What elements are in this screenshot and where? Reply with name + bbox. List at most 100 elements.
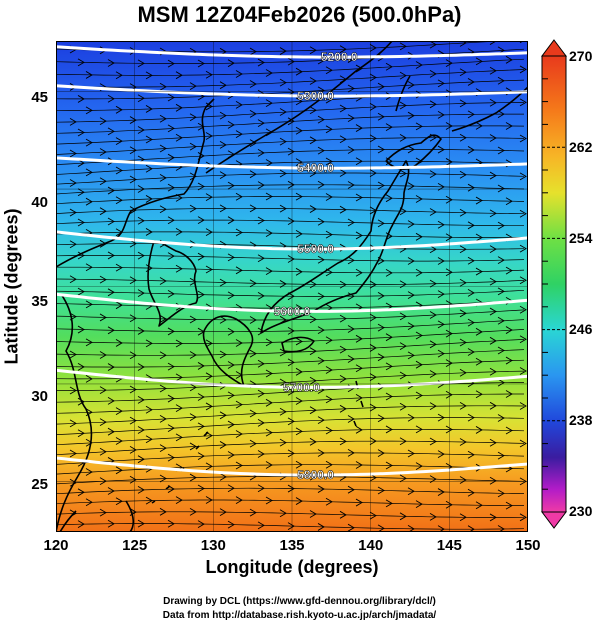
wind-arrow <box>505 501 513 510</box>
wind-arrow <box>415 122 423 131</box>
wind-arrow <box>339 205 347 214</box>
wind-arrow <box>339 375 347 383</box>
wind-arrow <box>475 267 483 276</box>
wind-arrow <box>227 291 235 300</box>
wind-arrow <box>107 326 115 335</box>
streamline <box>56 319 525 333</box>
wind-arrow <box>249 439 257 448</box>
wind-arrow <box>77 363 85 371</box>
wind-arrow <box>107 59 115 67</box>
wind-arrow <box>129 416 137 425</box>
wind-arrow <box>339 345 347 354</box>
wind-arrow <box>85 374 93 383</box>
streamline <box>56 278 525 285</box>
wind-arrow <box>77 251 85 260</box>
wind-arrow <box>227 59 235 68</box>
wind-arrow <box>497 414 505 422</box>
wind-arrow <box>137 59 145 68</box>
wind-arrow <box>377 145 385 154</box>
wind-arrow <box>369 134 377 143</box>
streamline <box>56 102 525 123</box>
wind-arrow <box>77 429 85 438</box>
wind-arrow <box>257 484 265 493</box>
wind-arrow <box>129 351 137 360</box>
wind-arrow <box>137 251 145 260</box>
wind-arrow <box>489 277 497 286</box>
y-tick: 45 <box>31 89 48 106</box>
wind-arrow <box>459 368 467 377</box>
wind-arrow <box>489 171 497 180</box>
wind-arrow <box>249 204 257 213</box>
wind-arrow <box>115 71 123 80</box>
wind-arrow <box>115 196 123 205</box>
wind-arrow <box>407 111 415 120</box>
wind-arrow <box>295 427 303 436</box>
wind-arrow <box>69 208 77 217</box>
wind-arrow <box>265 428 273 437</box>
wind-arrow <box>85 468 93 476</box>
colorbar-label: 246 <box>569 321 593 337</box>
wind-arrow <box>287 117 295 126</box>
wind-arrow <box>399 101 407 110</box>
wind-arrow <box>219 81 227 90</box>
wind-arrow <box>385 425 393 434</box>
wind-arrow <box>317 180 325 189</box>
wind-arrow <box>265 338 273 347</box>
wind-arrow <box>227 391 235 400</box>
wind-arrow <box>497 76 505 85</box>
wind-arrow <box>227 121 235 129</box>
wind-arrow <box>475 327 483 336</box>
wind-arrow <box>115 407 123 416</box>
wind-arrow <box>129 146 137 155</box>
wind-arrow <box>317 416 325 424</box>
wind-arrow <box>227 484 235 493</box>
wind-arrow <box>407 220 415 229</box>
wind-arrow <box>227 253 235 262</box>
wind-arrow <box>137 395 145 404</box>
wind-arrow <box>77 325 85 334</box>
wind-arrow <box>249 409 257 418</box>
wind-arrow <box>309 376 317 385</box>
wind-arrow <box>459 245 467 254</box>
streamline <box>56 113 524 134</box>
wind-arrow <box>99 351 107 359</box>
wind-arrow <box>355 64 363 73</box>
wind-arrow <box>219 315 227 324</box>
wind-arrow <box>287 358 295 367</box>
wind-arrow <box>115 466 123 475</box>
wind-arrow <box>287 449 295 458</box>
wind-arrow <box>129 276 137 285</box>
wind-arrow <box>399 169 407 178</box>
wind-arrow <box>265 398 273 407</box>
wind-arrow <box>145 405 153 414</box>
wind-arrow <box>519 305 527 314</box>
wind-arrow <box>445 329 453 338</box>
colorbar-label: 262 <box>569 139 593 155</box>
wind-arrow <box>137 94 145 103</box>
wind-arrow <box>369 280 377 289</box>
wind-arrow <box>347 325 355 333</box>
colorbar <box>541 39 567 529</box>
x-tick: 145 <box>436 537 462 554</box>
wind-arrow <box>197 520 205 528</box>
wind-arrow <box>347 146 355 154</box>
wind-arrow <box>107 519 115 528</box>
wind-arrow <box>227 451 235 459</box>
wind-arrow <box>309 169 317 177</box>
wind-arrow <box>317 115 325 124</box>
wind-arrow <box>205 372 213 381</box>
wind-arrow <box>69 179 77 187</box>
wind-arrow <box>205 339 213 348</box>
wind-arrow <box>445 195 453 204</box>
wind-arrow <box>197 252 205 261</box>
wind-arrow <box>137 126 145 134</box>
wind-arrow <box>445 425 453 434</box>
wind-arrow <box>227 520 235 529</box>
wind-arrow <box>107 251 115 260</box>
wind-arrow <box>347 523 355 532</box>
wind-arrow <box>505 55 513 64</box>
wind-arrow <box>385 123 393 131</box>
credit-data: Data from http://database.rish.kyoto-u.a… <box>162 610 437 621</box>
wind-arrow <box>459 99 467 108</box>
wind-arrow <box>235 339 243 347</box>
